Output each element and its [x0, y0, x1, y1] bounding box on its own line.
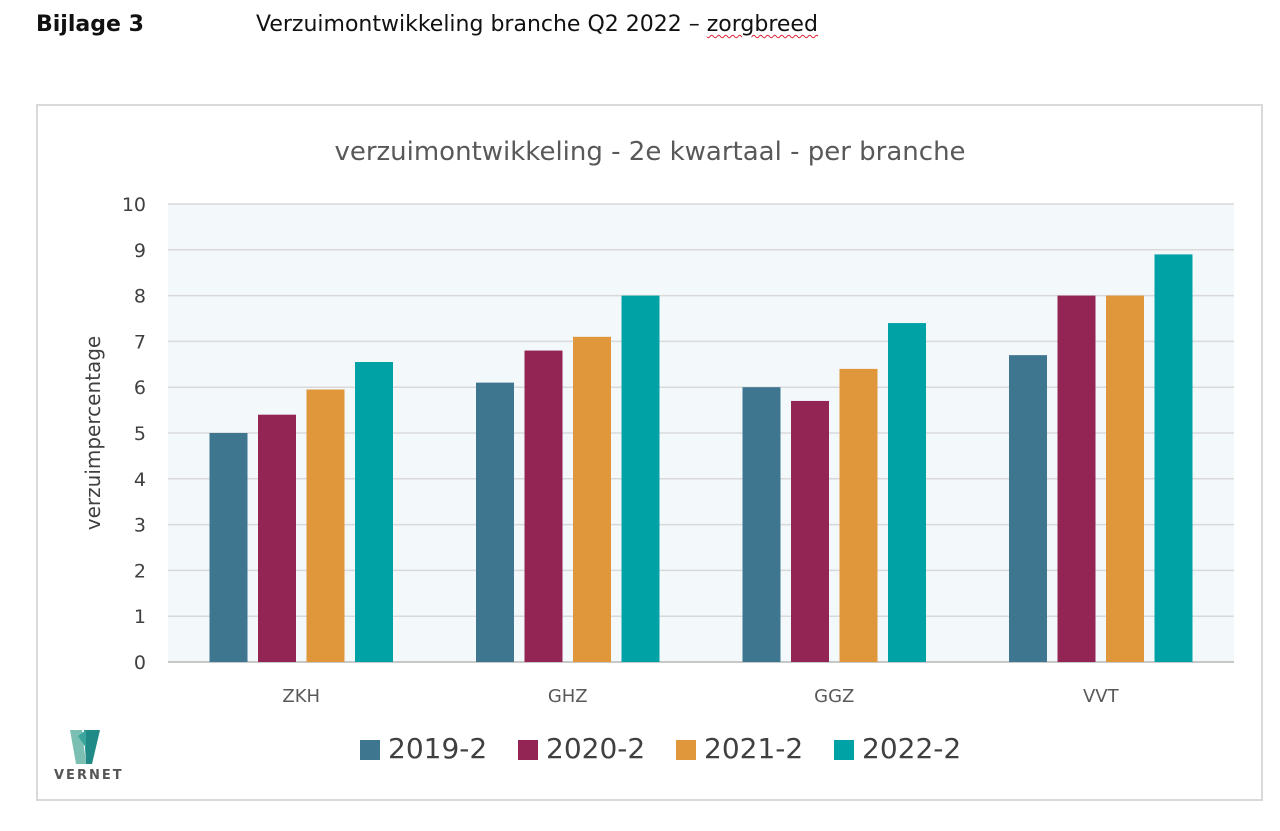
spellcheck-flagged-word: zorgbreed — [706, 12, 818, 37]
bar-2020-2-VVT — [1057, 295, 1096, 662]
bar-chart: 0 1 2 3 4 5 6 7 8 9 10 ZKH GHZ GGZ VVT verzuimontwikk… — [81, 137, 1234, 765]
y-tick-label: 1 — [134, 606, 146, 628]
legend-label: 2022-2 — [862, 732, 961, 765]
y-tick-label: 4 — [134, 469, 146, 491]
x-tick-label: ZKH — [282, 686, 320, 707]
y-tick-label: 6 — [134, 377, 146, 399]
y-axis-label: verzuimpercentage — [81, 336, 105, 530]
x-tick-label: GHZ — [548, 686, 588, 707]
bar-2022-2-VVT — [1154, 254, 1193, 662]
bar-2021-2-GHZ — [573, 336, 611, 662]
bar-2021-2-VVT — [1106, 295, 1144, 662]
vernet-logo: VERNET — [52, 728, 132, 788]
legend-label: 2019-2 — [388, 732, 487, 765]
legend-swatch — [360, 740, 380, 760]
bar-2022-2-ZKH — [355, 362, 393, 662]
legend-swatch — [676, 740, 696, 760]
gridlines — [168, 203, 1234, 663]
bar-2019-2-VVT — [1009, 355, 1047, 662]
document-title-main: Verzuimontwikkeling branche Q2 2022 – — [256, 12, 707, 37]
y-tick-label: 5 — [134, 423, 146, 445]
bar-2022-2-GHZ — [621, 295, 660, 662]
legend-swatch — [518, 740, 538, 760]
bar-2019-2-GHZ — [476, 382, 514, 662]
legend: 2019-2 2020-2 2021-2 2022-2 — [360, 732, 961, 765]
y-tick-label: 2 — [134, 560, 146, 582]
bars — [209, 254, 1193, 662]
bar-2021-2-ZKH — [306, 389, 345, 662]
bar-2021-2-GGZ — [839, 368, 878, 662]
y-axis-ticks: 0 1 2 3 4 5 6 7 8 9 10 — [122, 194, 146, 674]
appendix-label: Bijlage 3 — [36, 12, 144, 37]
y-tick-label: 7 — [134, 331, 146, 353]
legend-label: 2020-2 — [546, 732, 645, 765]
legend-swatch — [834, 740, 854, 760]
bar-2022-2-GGZ — [888, 323, 926, 662]
document-title: Verzuimontwikkeling branche Q2 2022 – zo… — [256, 12, 818, 37]
bar-2020-2-ZKH — [258, 414, 296, 662]
bar-2019-2-GGZ — [742, 387, 781, 662]
vernet-logo-mark — [70, 730, 100, 764]
bar-2020-2-GHZ — [524, 350, 563, 662]
bar-2019-2-ZKH — [209, 433, 248, 662]
vernet-logo-text: VERNET — [54, 768, 124, 783]
chart-frame: 0 1 2 3 4 5 6 7 8 9 10 ZKH GHZ GGZ VVT verzuimontwikk… — [36, 104, 1263, 801]
y-tick-label: 10 — [122, 194, 146, 216]
y-tick-label: 0 — [134, 652, 146, 674]
chart-title: verzuimontwikkeling - 2e kwartaal - per … — [334, 137, 965, 167]
y-tick-label: 3 — [134, 515, 146, 537]
document-header: Bijlage 3 Verzuimontwikkeling branche Q2… — [0, 10, 1280, 50]
x-tick-label: VVT — [1083, 686, 1120, 707]
x-tick-label: GGZ — [814, 686, 854, 707]
x-axis-ticks: ZKH GHZ GGZ VVT — [282, 686, 1119, 707]
bar-2020-2-GGZ — [791, 400, 829, 662]
legend-label: 2021-2 — [704, 732, 803, 765]
y-tick-label: 8 — [134, 286, 146, 308]
y-tick-label: 9 — [134, 240, 146, 262]
